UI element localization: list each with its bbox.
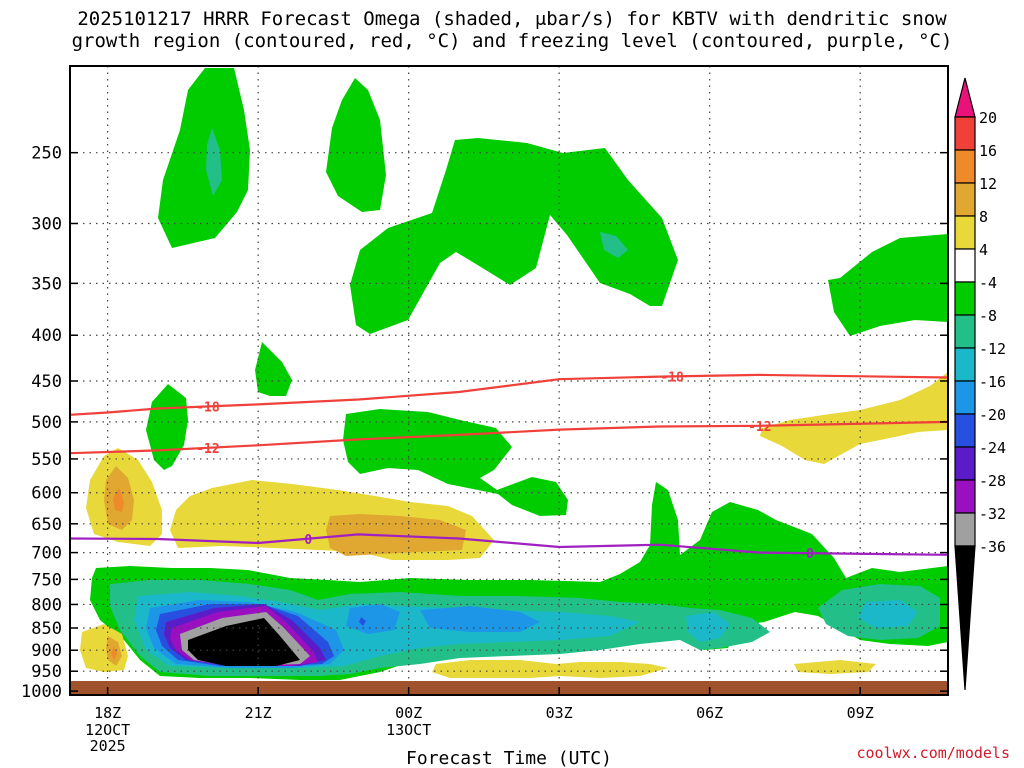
omega-region-shape xyxy=(158,68,250,248)
colorbar-label: -20 xyxy=(979,406,1006,424)
y-tick-label: 850 xyxy=(31,619,62,639)
colorbar-label: -32 xyxy=(979,505,1006,523)
chart-title: 2025101217 HRRR Forecast Omega (shaded, … xyxy=(71,8,953,52)
contour-label: -18 xyxy=(660,370,684,385)
contour-label: 0 xyxy=(304,533,312,548)
x-tick-sublabel: 2025 xyxy=(90,737,126,755)
colorbar-segment xyxy=(954,413,976,448)
y-tick-label: 250 xyxy=(31,144,62,164)
colorbar-label: -4 xyxy=(979,274,997,292)
omega-region-shape xyxy=(146,384,188,470)
omega-region-shape xyxy=(188,618,300,666)
colorbar-label: 20 xyxy=(979,109,997,127)
y-tick-label: 750 xyxy=(31,570,62,590)
y-tick-label: 600 xyxy=(31,484,62,504)
colorbar-label: 16 xyxy=(979,142,997,160)
x-tick-label: 21Z xyxy=(245,704,272,722)
y-tick-label: 900 xyxy=(31,641,62,661)
y-tick-label: 700 xyxy=(31,544,62,564)
colorbar-segment xyxy=(954,248,976,283)
colorbar-segment xyxy=(954,512,976,547)
omega-region-shape xyxy=(111,646,117,660)
colorbar-label: -28 xyxy=(979,472,1006,490)
ground-strip xyxy=(70,681,948,695)
contour-label: 0 xyxy=(806,547,814,562)
y-tick-label: 550 xyxy=(31,450,62,470)
omega-region-shape xyxy=(600,232,628,258)
colorbar-segment xyxy=(954,380,976,415)
y-tick-label: 650 xyxy=(31,515,62,535)
colorbar-segment xyxy=(954,215,976,250)
omega-region-shape xyxy=(794,660,876,674)
colorbar-label: 8 xyxy=(979,208,988,226)
colorbar-label: -8 xyxy=(979,307,997,325)
omega-region-shape xyxy=(432,660,668,678)
contour-line xyxy=(69,420,949,455)
omega-region-shape xyxy=(359,617,366,626)
omega-region-shape xyxy=(828,234,948,336)
colorbar-segment xyxy=(954,446,976,481)
colorbar-segment xyxy=(954,149,976,184)
contour-label: -12 xyxy=(196,442,219,457)
y-tick-label: 400 xyxy=(31,326,62,346)
omega-region-shape xyxy=(420,606,540,632)
colorbar-segment xyxy=(954,314,976,349)
omega-region-shape xyxy=(686,612,730,642)
x-tick-label: 06Z xyxy=(696,704,723,722)
y-tick-label: 300 xyxy=(31,214,62,234)
omega-region-shape xyxy=(326,78,386,212)
y-tick-label: 450 xyxy=(31,372,62,392)
y-tick-label: 350 xyxy=(31,274,62,294)
x-axis-title: Forecast Time (UTC) xyxy=(406,748,612,768)
colorbar-arrow-bottom xyxy=(954,545,976,691)
contour-label: -18 xyxy=(196,400,220,415)
colorbar-arrow-top xyxy=(954,77,976,118)
x-tick-label: 18Z xyxy=(94,704,121,722)
colorbar-segment xyxy=(954,479,976,514)
colorbar-segment xyxy=(954,281,976,316)
colorbar-label: 4 xyxy=(979,241,988,259)
y-tick-label: 500 xyxy=(31,413,62,433)
colorbar-label: -36 xyxy=(979,538,1006,556)
omega-region-shape xyxy=(346,604,400,634)
x-tick-label: 03Z xyxy=(546,704,573,722)
omega-region-shape xyxy=(255,342,292,396)
omega-region-shape xyxy=(350,138,678,334)
colorbar-segment xyxy=(954,347,976,382)
site-credit[interactable]: coolwx.com/models xyxy=(856,744,1010,762)
colorbar-segment xyxy=(954,116,976,151)
omega-region-shape xyxy=(113,488,124,512)
x-tick-label: 00Z xyxy=(395,704,422,722)
x-tick-sublabel: 12OCT xyxy=(85,721,130,739)
y-tick-label: 1000 xyxy=(21,682,62,702)
x-tick-sublabel: 13OCT xyxy=(386,721,431,739)
y-tick-label: 950 xyxy=(31,662,62,682)
contour-line xyxy=(69,373,949,416)
colorbar-label: 12 xyxy=(979,175,997,193)
x-tick-label: 09Z xyxy=(847,704,874,722)
colorbar-segment xyxy=(954,182,976,217)
omega-region-shape xyxy=(760,372,948,464)
colorbar-label: -16 xyxy=(979,373,1006,391)
contour-line xyxy=(69,533,949,556)
colorbar-label: -12 xyxy=(979,340,1006,358)
omega-region-shape xyxy=(206,128,222,196)
omega-region-shape xyxy=(858,600,918,628)
colorbar-label: -24 xyxy=(979,439,1006,457)
y-tick-label: 800 xyxy=(31,595,62,615)
omega-region-shape xyxy=(343,409,568,516)
contour-label: -12 xyxy=(748,420,771,435)
